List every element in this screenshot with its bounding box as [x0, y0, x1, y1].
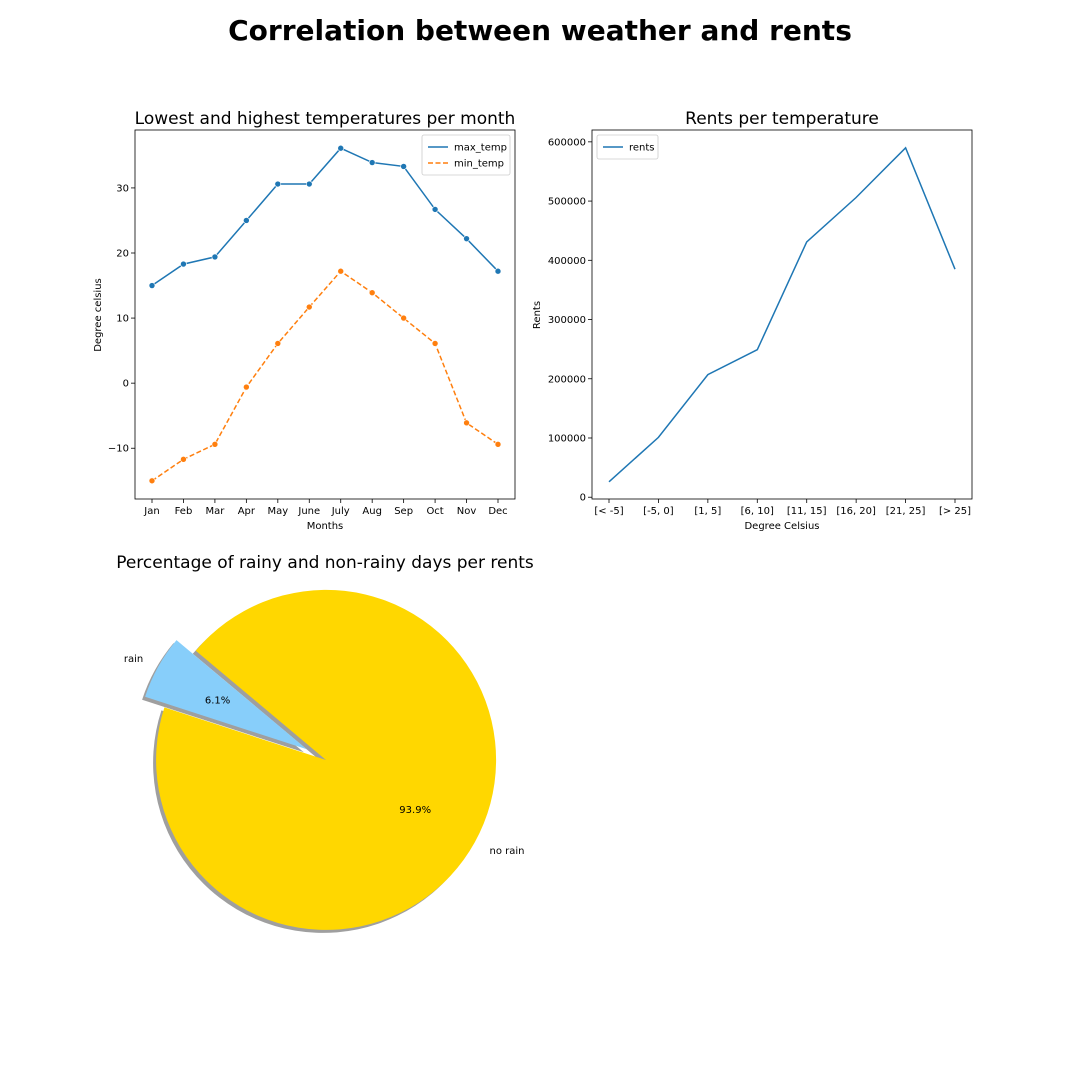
rents-chart-xtick-label-25: [> 25]	[939, 506, 971, 517]
temperature-chart-ytick-label: 10	[116, 314, 129, 325]
temperature-chart-xtick-label-july: July	[331, 506, 350, 517]
rents-chart-xtick-label-5: [< -5]	[594, 506, 623, 517]
temperature-chart-xtick-label-dec: Dec	[488, 506, 507, 517]
temperature-chart-ytick-label: 0	[123, 379, 129, 390]
temperature-chart-xtick-label-aug: Aug	[362, 506, 382, 517]
temperature-chart-xtick-label-nov: Nov	[457, 506, 477, 517]
temperature-chart-series-min-temp-point	[274, 340, 282, 347]
rents-chart-xlabel: Degree Celsius	[744, 521, 819, 532]
pie-slice-rain	[145, 640, 307, 750]
rents-chart-ytick-label: 0	[580, 493, 586, 504]
pie-slice-label-no-rain: no rain	[490, 846, 525, 857]
temperature-chart-series-min-temp-point	[211, 441, 219, 448]
rents-chart-plot-frame	[591, 129, 973, 500]
temperature-chart-series-max-temp-line	[151, 147, 499, 287]
rents-chart-xtick-label-21-25: [21, 25]	[886, 506, 926, 517]
temperature-chart-series-min-temp-point	[494, 441, 502, 448]
temperature-chart-series-min-temp-point	[180, 456, 187, 463]
temperature-chart-series-min-temp-point	[243, 383, 250, 391]
pie-slice-no-rain	[156, 589, 497, 930]
temperature-chart-title: Lowest and highest temperatures per mont…	[135, 109, 516, 129]
rents-chart-xtick-label-6-10: [6, 10]	[741, 506, 774, 517]
temperature-chart-series-min-temp-line	[151, 270, 499, 482]
temperature-chart-series-max-temp-point	[274, 180, 282, 188]
temperature-chart-plot-frame	[134, 129, 516, 500]
temperature-chart-series-min-temp-point	[368, 289, 376, 296]
temperature-chart-series-max-temp-point	[463, 235, 470, 242]
temperature-chart-series-min-temp-point	[305, 303, 313, 311]
rents-chart-ytick-label: 400000	[548, 256, 586, 267]
temperature-chart-legend-label-min-temp: min_temp	[454, 159, 504, 170]
temperature-chart-series-max-temp-point	[368, 159, 376, 166]
temperature-chart-series-max-temp-point	[337, 144, 345, 152]
pie-pct-label-rain: 6.1%	[205, 695, 230, 706]
temperature-chart-ytick-label: 30	[116, 183, 129, 194]
temperature-chart-xlabel: Months	[307, 521, 344, 532]
temperature-chart-ytick-label: 20	[116, 249, 129, 260]
rents-chart-xtick-label-16-20: [16, 20]	[836, 506, 876, 517]
temperature-chart-series-max-temp-point	[180, 260, 187, 268]
rents-chart-ytick-label: 200000	[548, 374, 586, 385]
temperature-chart-legend-box	[421, 134, 511, 176]
rents-chart-ylabel: Rents	[532, 301, 543, 329]
temperature-chart-xtick-label-feb: Feb	[175, 506, 193, 517]
temperature-chart-series-max-temp-point	[148, 282, 156, 289]
temperature-chart-series-min-temp-point	[337, 267, 345, 275]
rents-chart-ytick-label: 500000	[548, 197, 586, 208]
temperature-chart-series-max-temp-point	[305, 180, 313, 188]
rents-chart-ytick-label: 300000	[548, 315, 586, 326]
temperature-chart: Lowest and highest temperatures per mont…	[93, 109, 516, 532]
rents-chart-series-rents-line	[608, 146, 956, 483]
temperature-chart-xtick-label-may: May	[267, 506, 288, 517]
temperature-chart-xtick-label-apr: Apr	[238, 506, 256, 517]
temperature-chart-series-min-temp-point	[431, 340, 439, 347]
pie-slice-label-rain: rain	[124, 654, 143, 665]
temperature-chart-series-min-temp-point	[463, 419, 470, 427]
rents-chart-legend: rents	[596, 134, 659, 160]
temperature-chart-series-max-temp-point	[211, 253, 219, 261]
temperature-chart-xtick-label-oct: Oct	[426, 506, 443, 517]
rents-chart-legend-label-rents: rents	[629, 143, 655, 154]
temperature-chart-legend: max_temp min_temp	[421, 134, 511, 176]
temperature-chart-ytick-label: −10	[108, 444, 129, 455]
temperature-chart-series-max-temp-point	[494, 267, 502, 275]
pie-pct-label-no-rain: 93.9%	[399, 805, 431, 816]
rents-chart-xtick-label-1-5: [1, 5]	[694, 506, 721, 517]
temperature-chart-series-max-temp-point	[400, 163, 407, 170]
rents-chart-xtick-label-11-15: [11, 15]	[787, 506, 827, 517]
rents-chart-xtick-label-5-0: [-5, 0]	[643, 506, 674, 517]
rents-chart-ytick-label: 600000	[548, 137, 586, 148]
temperature-chart-series-min-temp-point	[148, 477, 156, 485]
temperature-chart-xtick-label-jan: Jan	[143, 506, 159, 517]
temperature-chart-xtick-label-june: June	[297, 506, 320, 517]
temperature-chart-series-min-temp-point	[400, 314, 407, 322]
page-title: Correlation between weather and rents	[228, 14, 852, 47]
rents-chart-legend-box	[596, 134, 659, 160]
temperature-chart-legend-label-max-temp: max_temp	[454, 143, 507, 154]
rents-chart-ytick-label: 100000	[548, 433, 586, 444]
rents-chart-title: Rents per temperature	[685, 109, 879, 129]
temperature-chart-series-max-temp-point	[243, 217, 250, 224]
temperature-chart-series-max-temp-point	[431, 206, 439, 213]
rain-pie-chart: Percentage of rainy and non-rainy days p…	[116, 553, 534, 933]
temperature-chart-xtick-label-sep: Sep	[394, 506, 413, 517]
temperature-chart-ylabel: Degree celsius	[93, 278, 104, 352]
rents-chart: Rents per temperature Degree Celsius Ren…	[532, 109, 973, 532]
pie-chart-title: Percentage of rainy and non-rainy days p…	[116, 553, 534, 573]
temperature-chart-xtick-label-mar: Mar	[205, 506, 225, 517]
